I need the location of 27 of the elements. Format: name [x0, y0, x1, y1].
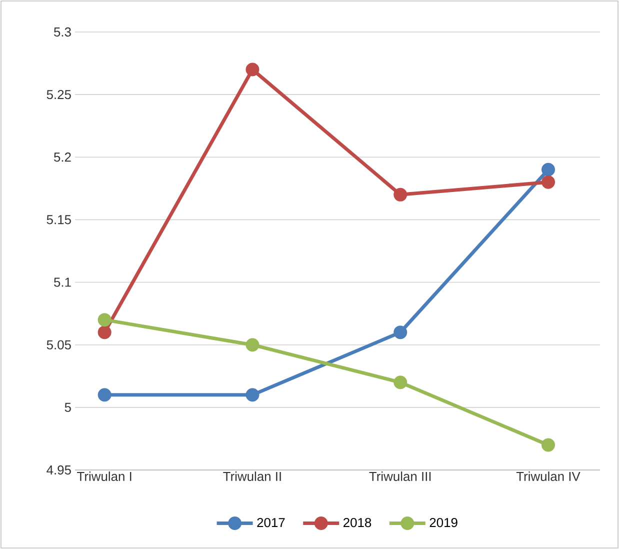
x-tick-label: Triwulan III [369, 472, 431, 482]
point [98, 313, 112, 327]
point [246, 62, 260, 76]
point [394, 188, 408, 202]
x-tick-label: Triwulan I [77, 472, 132, 482]
y-tick-label: 5.05 [46, 340, 71, 350]
y-tick-label: 5.2 [54, 152, 71, 162]
x-tick-label: Triwulan II [223, 472, 281, 482]
x-tick-label: Triwulan IV [516, 472, 580, 482]
point [542, 162, 555, 176]
y-tick-label: 4.95 [46, 465, 71, 475]
point [246, 338, 260, 352]
y-tick-label: 5.3 [54, 27, 71, 37]
legend-label: 2018 [344, 518, 372, 528]
point [542, 438, 555, 452]
point [98, 388, 112, 402]
point [394, 326, 408, 340]
point [246, 388, 260, 402]
y-tick-label: 5 [64, 402, 71, 412]
point [394, 376, 408, 390]
y-tick-label: 5.15 [46, 215, 71, 224]
legend-label: 2017 [257, 518, 285, 528]
y-tick-label: 5.1 [54, 278, 71, 287]
point [542, 175, 555, 189]
legend-label: 2019 [430, 518, 458, 528]
y-tick-label: 5.25 [46, 90, 71, 100]
point [98, 326, 112, 340]
